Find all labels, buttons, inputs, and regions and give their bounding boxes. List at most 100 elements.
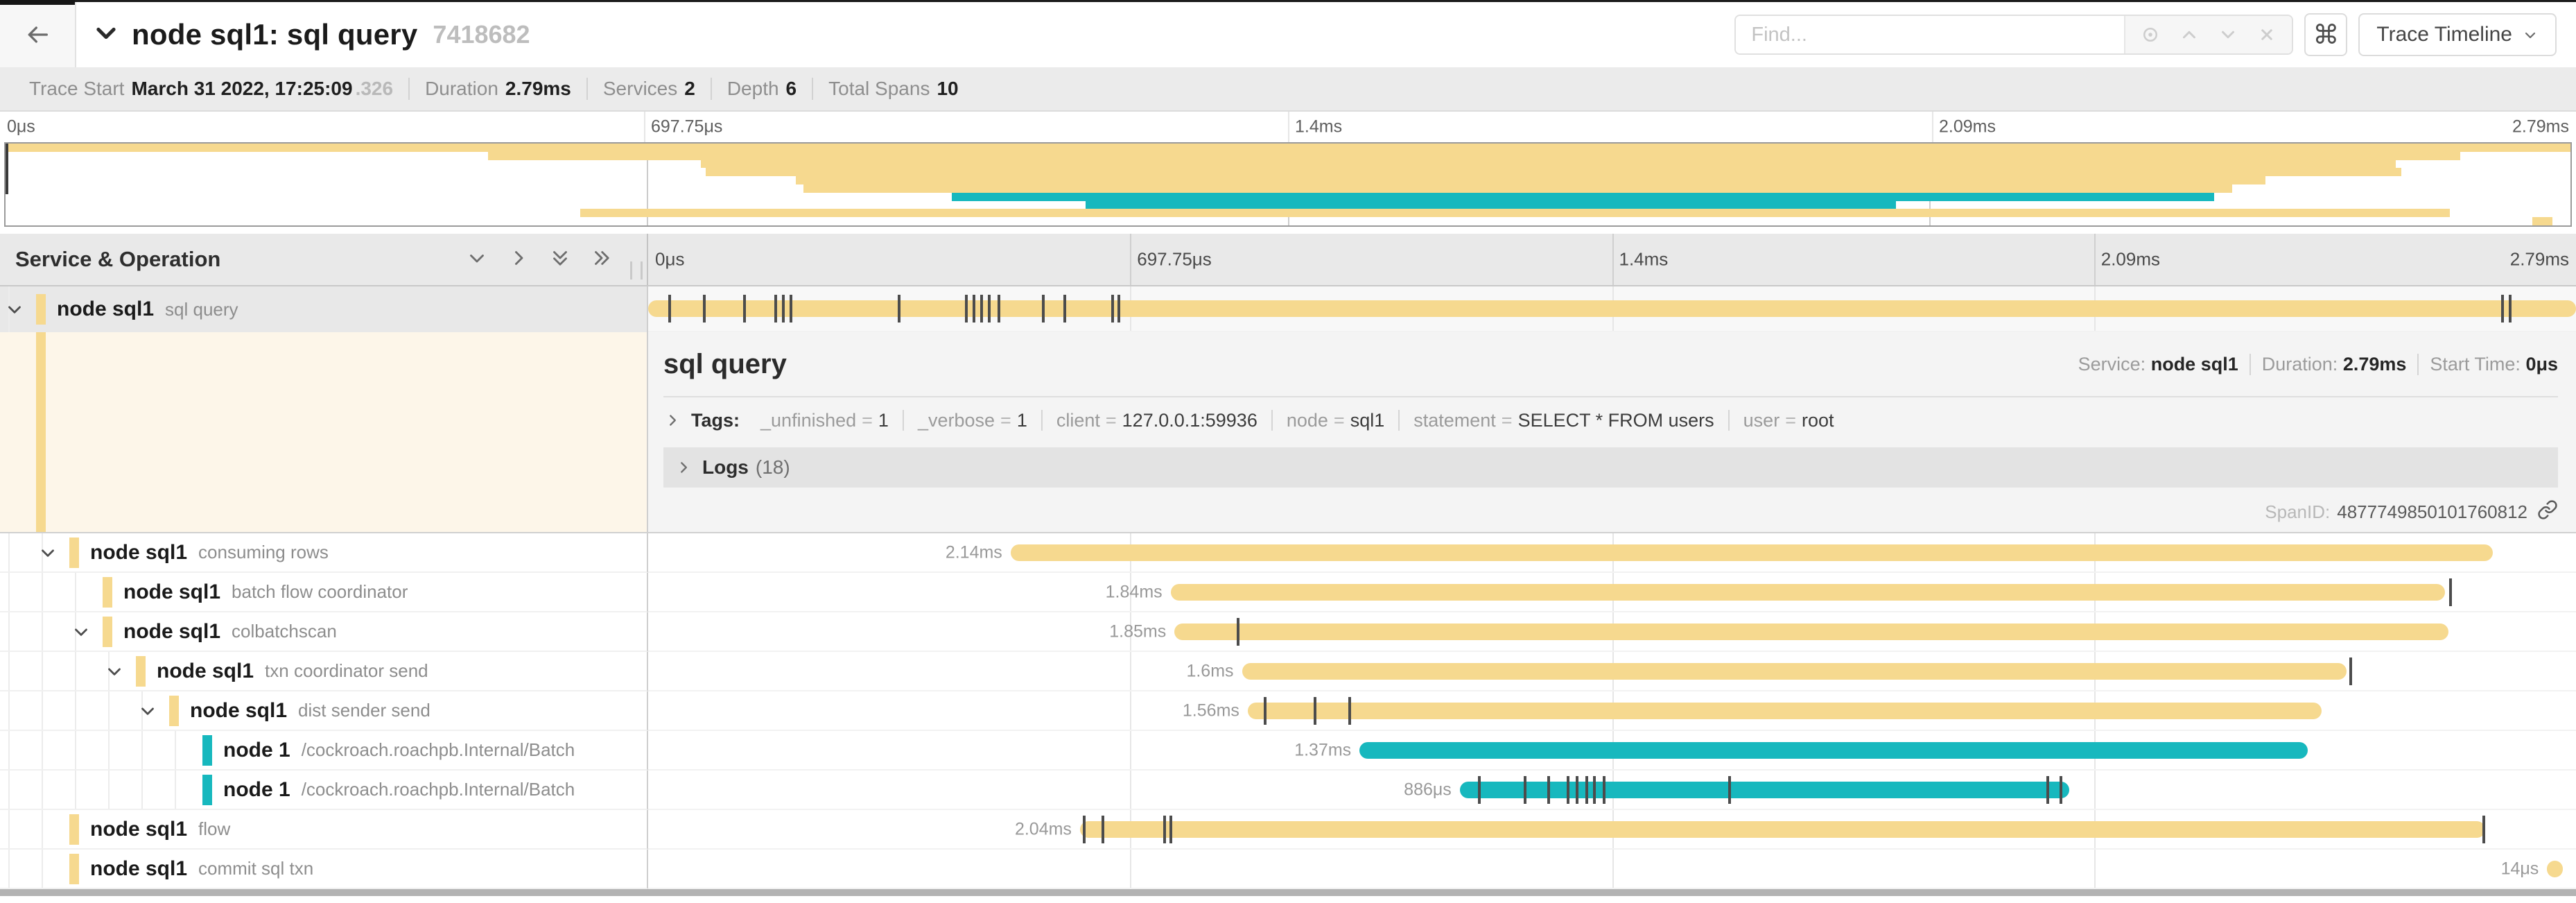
stat-trace-start: Trace Start March 31 2022, 17:25:09.326	[14, 78, 410, 100]
span-timeline-cell[interactable]: 14μs	[648, 850, 2576, 889]
minimap-canvas[interactable]	[4, 142, 2572, 227]
span-bar[interactable]	[1170, 583, 2445, 601]
locate-icon[interactable]	[2131, 24, 2170, 45]
expand-chevron-icon[interactable]	[71, 621, 92, 642]
tree-guide-line	[42, 612, 43, 651]
find-box	[1734, 15, 2294, 55]
view-selector-button[interactable]: Trace Timeline	[2358, 13, 2557, 56]
span-tree-cell[interactable]: node 1/cockroach.roachpb.Internal/Batch	[0, 771, 648, 810]
log-marker-tick	[1593, 775, 1596, 804]
log-marker-tick	[743, 295, 747, 322]
minimap-scrubber-handle[interactable]	[6, 144, 8, 195]
span-bar[interactable]	[648, 300, 2576, 317]
expand-all-icon[interactable]	[590, 246, 613, 273]
span-row: node sql1 sql query	[0, 286, 2576, 332]
log-marker-tick	[2349, 657, 2352, 685]
tag-item: client = 127.0.0.1:59936	[1042, 409, 1273, 431]
back-button[interactable]	[0, 0, 76, 67]
deep-link-icon[interactable]	[2527, 499, 2558, 525]
tags-accordion[interactable]: Tags: _unfinished = 1 _verbose = 1 client = 127.…	[663, 397, 2558, 443]
span-tree-cell[interactable]: node sql1 colbatchscan	[0, 612, 648, 652]
log-marker-tick	[1263, 696, 1267, 725]
tree-guide-line	[75, 652, 76, 690]
span-tree-cell[interactable]: node sql1 flow	[0, 810, 648, 850]
span-timeline-cell[interactable]: 1.37ms	[648, 731, 2576, 771]
minimap-span-bar	[952, 192, 2214, 201]
span-bar[interactable]	[1174, 623, 2449, 640]
span-tree-cell[interactable]: node sql1 txn coordinator send	[0, 652, 648, 691]
keyboard-shortcuts-button[interactable]: ⌘	[2304, 13, 2348, 56]
tag-value: root	[1801, 409, 1834, 431]
minimap-span-row	[6, 176, 2570, 184]
duration-label: Duration	[425, 78, 498, 99]
timeline-ruler: 0μs 697.75μs 1.4ms 2.09ms 2.79ms	[648, 234, 2576, 285]
ruler-tick-label: 0μs	[7, 117, 35, 137]
next-result-icon[interactable]	[2209, 24, 2247, 45]
span-timeline-cell[interactable]: 1.6ms	[648, 652, 2576, 691]
expand-chevron-icon[interactable]	[137, 700, 158, 721]
span-color-stripe	[36, 332, 46, 532]
span-bar[interactable]	[1242, 662, 2347, 680]
expand-chevron-icon[interactable]	[104, 661, 125, 682]
span-operation-label: txn coordinator send	[265, 660, 428, 681]
minimap-ruler: 0μs 697.75μs 1.4ms 2.09ms 2.79ms	[0, 112, 2576, 142]
clear-search-icon[interactable]	[2247, 24, 2286, 45]
span-timeline-cell[interactable]: 1.84ms	[648, 573, 2576, 612]
expand-chevron-icon[interactable]	[37, 542, 58, 563]
span-timeline-cell[interactable]: 1.56ms	[648, 691, 2576, 731]
span-row: node sql1 flow 2.04ms	[0, 810, 2576, 850]
tag-value: 127.0.0.1:59936	[1122, 409, 1257, 431]
span-bar[interactable]	[1079, 820, 2486, 838]
expand-one-icon[interactable]	[507, 246, 530, 273]
span-bar[interactable]	[1247, 702, 2322, 719]
span-timeline-cell[interactable]: 2.04ms	[648, 810, 2576, 850]
tag-key: user	[1743, 409, 1780, 431]
span-duration-label: 1.84ms	[1105, 582, 1163, 601]
span-tree-cell[interactable]: node sql1 consuming rows	[0, 533, 648, 573]
span-tree-cell[interactable]: node sql1 dist sender send	[0, 691, 648, 731]
minimap-spans	[6, 144, 2570, 225]
tag-key: _unfinished	[760, 409, 857, 431]
span-bar[interactable]	[1359, 741, 2308, 759]
span-operation-label: /cockroach.roachpb.Internal/Batch	[301, 739, 575, 760]
trace-collapse-chevron-icon[interactable]	[93, 20, 119, 50]
horizontal-scrollbar[interactable]	[0, 889, 2576, 896]
span-bar[interactable]	[1459, 781, 2069, 798]
span-timeline-cell[interactable]: 2.14ms	[648, 533, 2576, 573]
log-marker-tick	[897, 295, 900, 322]
span-row: node 1/cockroach.roachpb.Internal/Batch 8…	[0, 771, 2576, 810]
minimap-span-row	[6, 217, 2570, 225]
minimap-span-bar	[487, 151, 2460, 160]
minimap-grid-line	[647, 144, 648, 225]
span-tree-cell[interactable]: node 1/cockroach.roachpb.Internal/Batch	[0, 731, 648, 771]
log-marker-tick	[1728, 775, 1732, 804]
span-tree-cell[interactable]: node sql1 batch flow coordinator	[0, 573, 648, 612]
logs-accordion[interactable]: Logs (18)	[663, 447, 2558, 488]
collapse-all-icon[interactable]	[548, 246, 572, 273]
duration-meta-label: Duration:	[2261, 353, 2338, 375]
trace-start-value: March 31 2022, 17:25:09	[131, 78, 353, 99]
span-operation-label: sql query	[165, 298, 238, 320]
trace-id: 7418682	[433, 20, 530, 49]
span-timeline-cell[interactable]: 1.85ms	[648, 612, 2576, 652]
span-bar[interactable]	[2547, 860, 2563, 877]
span-timeline-cell[interactable]: 886μs	[648, 771, 2576, 810]
find-input[interactable]	[1736, 16, 2125, 53]
span-tree-cell[interactable]: node sql1 commit sql txn	[0, 850, 648, 889]
collapse-one-icon[interactable]	[465, 246, 489, 273]
tree-guide-line	[8, 533, 10, 571]
minimap-span-row	[6, 209, 2570, 218]
column-resizer-handle[interactable]	[630, 261, 643, 280]
tree-guide-line	[175, 731, 176, 769]
log-marker-tick	[1063, 295, 1066, 322]
log-marker-tick	[1082, 815, 1086, 843]
ruler-tick-label: 2.09ms	[2100, 248, 2161, 270]
prev-result-icon[interactable]	[2170, 24, 2209, 45]
span-bar[interactable]	[1010, 544, 2494, 561]
span-tree-cell[interactable]: node sql1 sql query	[0, 286, 648, 332]
span-timeline-cell[interactable]	[648, 286, 2576, 332]
ruler-tick-label: 697.75μs	[1137, 248, 1212, 270]
span-color-accent	[202, 734, 212, 766]
expand-chevron-icon[interactable]	[4, 299, 25, 320]
span-service-label: node sql1	[123, 580, 221, 603]
